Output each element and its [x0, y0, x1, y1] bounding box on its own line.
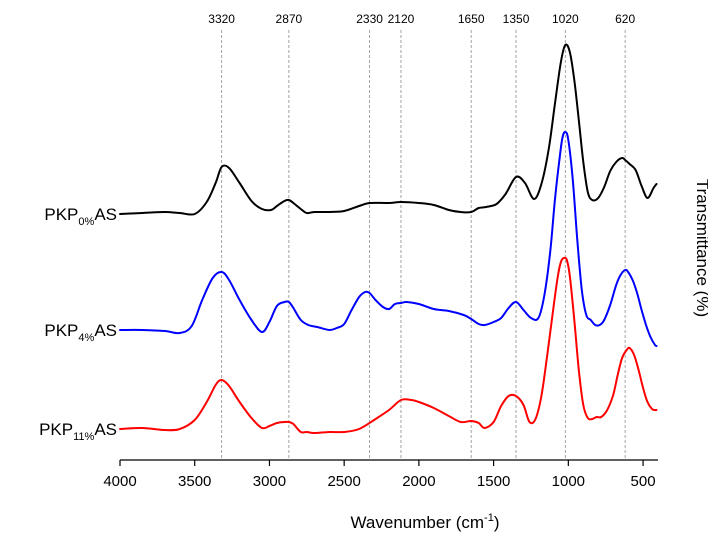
- series-line-0pct: [119, 43, 658, 216]
- series-label: PKP0%AS: [44, 205, 117, 228]
- x-tick-label: 3000: [253, 473, 286, 490]
- x-axis-title: Wavenumber (cm-1): [351, 512, 500, 532]
- x-tick-label: 1500: [477, 473, 510, 490]
- peak-marker-lines: [221, 30, 626, 460]
- peak-label: 2870: [276, 12, 303, 26]
- x-tick-label: 3500: [178, 473, 211, 490]
- series-label: PKP11%AS: [39, 420, 117, 443]
- series-line-11pct: [119, 256, 658, 434]
- x-axis-ticks: 4000 3500 3000 2500 2000 1500 1000 500: [103, 460, 656, 490]
- peak-label: 1650: [458, 12, 485, 26]
- peak-labels: 3320 2870 2330 2120 1650 1350 1020 620: [208, 12, 635, 26]
- peak-label: 2120: [388, 12, 415, 26]
- peak-label: 2330: [356, 12, 383, 26]
- y-axis-title: Transmittance (%): [693, 179, 708, 317]
- series-label: PKP4%AS: [44, 321, 117, 344]
- spectra-lines: [119, 43, 658, 434]
- peak-label: 1020: [552, 12, 579, 26]
- peak-label: 620: [615, 12, 635, 26]
- x-tick-label: 1000: [552, 473, 585, 490]
- peak-label: 1350: [503, 12, 530, 26]
- x-tick-label: 2000: [402, 473, 435, 490]
- x-tick-label: 2500: [327, 473, 360, 490]
- series-labels: PKP0%AS PKP4%AS PKP11%AS: [39, 205, 117, 443]
- peak-label: 3320: [208, 12, 235, 26]
- x-tick-label: 4000: [103, 473, 136, 490]
- x-tick-label: 500: [631, 473, 656, 490]
- series-line-4pct: [119, 130, 658, 347]
